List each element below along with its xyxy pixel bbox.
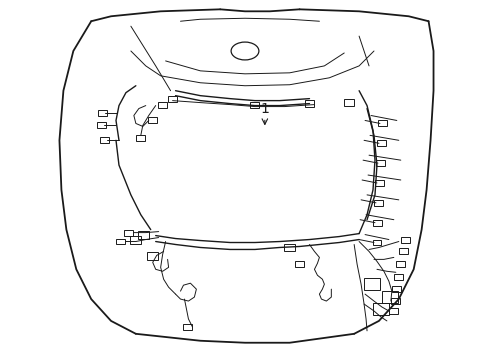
Bar xyxy=(98,109,106,116)
Bar xyxy=(250,102,259,108)
Bar xyxy=(97,122,105,129)
Text: 1: 1 xyxy=(260,102,269,116)
Bar xyxy=(377,140,386,146)
Bar xyxy=(130,235,141,243)
Bar xyxy=(399,248,407,255)
Bar xyxy=(374,200,383,206)
Bar xyxy=(100,137,108,143)
Bar xyxy=(401,237,409,243)
Bar xyxy=(395,261,405,267)
Bar xyxy=(148,117,157,123)
Bar xyxy=(388,308,398,314)
Bar xyxy=(304,100,314,107)
Bar xyxy=(372,303,388,315)
Bar xyxy=(147,252,158,260)
Bar xyxy=(344,99,353,106)
Bar xyxy=(378,121,386,126)
Bar xyxy=(390,298,400,304)
Bar xyxy=(373,220,382,226)
Bar xyxy=(168,96,177,102)
Bar xyxy=(381,291,397,303)
Bar xyxy=(158,102,167,108)
Bar xyxy=(376,160,385,166)
Bar xyxy=(116,239,125,244)
Bar xyxy=(294,261,304,267)
Bar xyxy=(391,286,401,292)
Bar xyxy=(183,324,191,330)
Bar xyxy=(138,231,149,239)
Bar xyxy=(375,180,384,186)
Bar xyxy=(364,278,379,290)
Bar xyxy=(136,135,145,141)
Bar xyxy=(124,230,133,235)
Bar xyxy=(393,274,403,280)
Bar xyxy=(372,239,381,246)
Bar xyxy=(284,243,294,251)
